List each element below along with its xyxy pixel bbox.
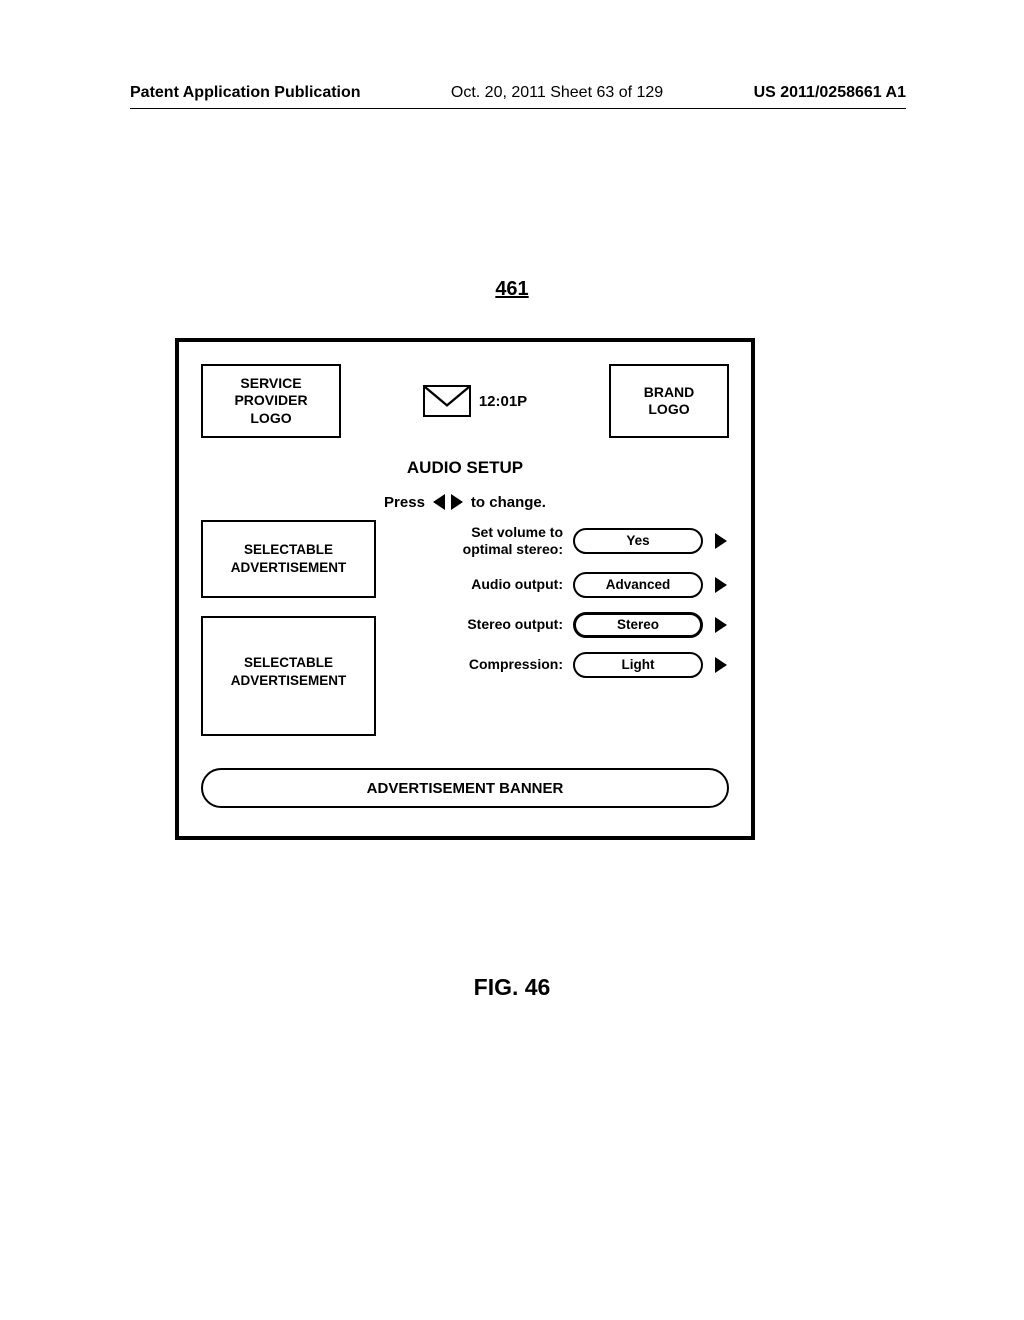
arrow-right-icon[interactable] xyxy=(713,575,729,595)
screen-title: AUDIO SETUP xyxy=(201,458,729,478)
setting-label: Stereo output: xyxy=(392,616,563,633)
selectable-advertisement-2[interactable]: SELECTABLEADVERTISEMENT xyxy=(201,616,376,736)
clock-text: 12:01P xyxy=(479,393,527,410)
setting-value-volume[interactable]: Yes xyxy=(573,528,703,554)
left-right-arrows-icon xyxy=(431,492,465,512)
header-rule xyxy=(130,108,906,109)
arrow-right-icon[interactable] xyxy=(713,655,729,675)
top-row: SERVICEPROVIDERLOGO 12:01P BRANDLOGO xyxy=(201,364,729,438)
screen-frame: SERVICEPROVIDERLOGO 12:01P BRANDLOGO AUD… xyxy=(175,338,755,840)
setting-value-compression[interactable]: Light xyxy=(573,652,703,678)
setting-value-audio-output[interactable]: Advanced xyxy=(573,572,703,598)
settings-column: Set volume tooptimal stereo: Yes Audio o… xyxy=(392,520,729,736)
instruction-suffix: to change. xyxy=(471,494,546,511)
ads-column: SELECTABLEADVERTISEMENT SELECTABLEADVERT… xyxy=(201,520,376,736)
page-header: Patent Application Publication Oct. 20, … xyxy=(130,84,906,102)
mail-time-group: 12:01P xyxy=(423,385,527,417)
figure-label: FIG. 46 xyxy=(0,974,1024,1001)
setting-value-stereo-output[interactable]: Stereo xyxy=(573,612,703,638)
content-row: SELECTABLEADVERTISEMENT SELECTABLEADVERT… xyxy=(201,520,729,736)
setting-label: Compression: xyxy=(392,656,563,673)
header-center: Oct. 20, 2011 Sheet 63 of 129 xyxy=(451,84,663,102)
setting-volume-stereo: Set volume tooptimal stereo: Yes xyxy=(392,524,729,558)
instruction-prefix: Press xyxy=(384,494,425,511)
setting-label: Set volume tooptimal stereo: xyxy=(392,524,563,558)
setting-compression: Compression: Light xyxy=(392,652,729,678)
service-provider-logo: SERVICEPROVIDERLOGO xyxy=(201,364,341,438)
instruction-text: Press to change. xyxy=(201,492,729,512)
setting-stereo-output: Stereo output: Stereo xyxy=(392,612,729,638)
advertisement-banner[interactable]: ADVERTISEMENT BANNER xyxy=(201,768,729,808)
mail-icon xyxy=(423,385,471,417)
header-left: Patent Application Publication xyxy=(130,84,361,102)
arrow-right-icon[interactable] xyxy=(713,531,729,551)
setting-audio-output: Audio output: Advanced xyxy=(392,572,729,598)
setting-label: Audio output: xyxy=(392,576,563,593)
reference-number: 461 xyxy=(0,278,1024,301)
brand-logo: BRANDLOGO xyxy=(609,364,729,438)
header-right: US 2011/0258661 A1 xyxy=(754,84,906,102)
arrow-right-icon[interactable] xyxy=(713,615,729,635)
selectable-advertisement-1[interactable]: SELECTABLEADVERTISEMENT xyxy=(201,520,376,598)
